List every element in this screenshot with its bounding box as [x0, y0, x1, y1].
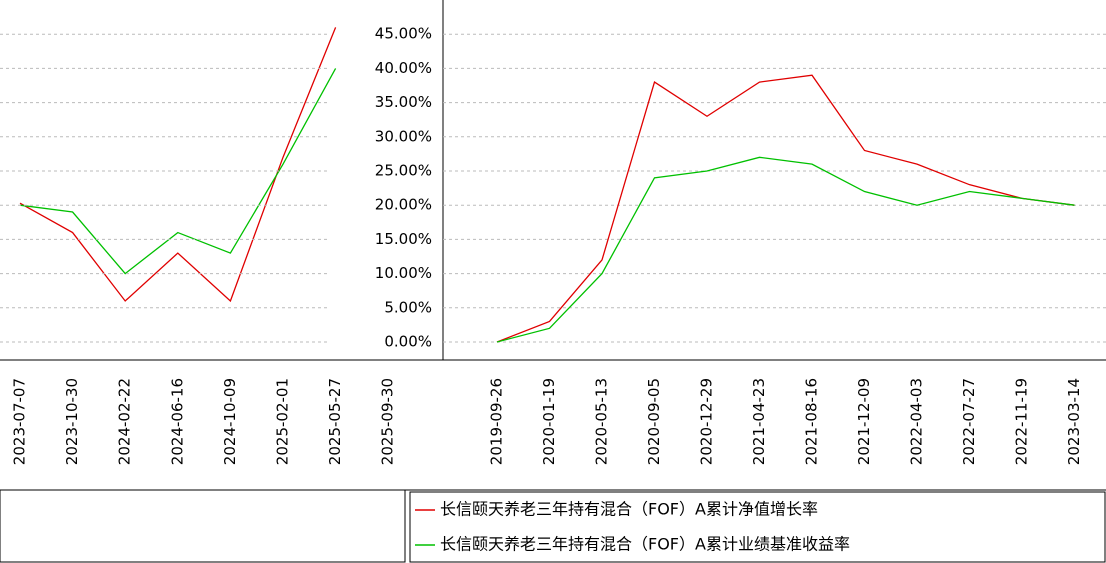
x-tick-label: 2024-02-22 — [116, 378, 134, 465]
x-tick-label: 2025-09-30 — [379, 378, 397, 465]
y-tick-label: 5.00% — [384, 298, 432, 316]
x-tick-label: 2023-10-30 — [63, 378, 81, 465]
x-tick-label: 2022-07-27 — [960, 378, 978, 465]
y-tick-label: 15.00% — [375, 230, 432, 248]
x-tick-label: 2024-06-16 — [168, 378, 186, 465]
y-tick-label: 0.00% — [384, 333, 432, 351]
series-line — [496, 74, 1075, 343]
x-tick-label: 2021-12-09 — [855, 378, 873, 465]
y-tick-label: 40.00% — [375, 59, 432, 77]
x-tick-label: 2020-12-29 — [698, 378, 716, 465]
legend-label: 长信颐天养老三年持有混合（FOF）A累计业绩基准收益率 — [440, 535, 850, 554]
x-tick-label: 2023-03-14 — [1065, 378, 1083, 465]
series-line — [496, 156, 1075, 343]
y-tick-label: 10.00% — [375, 264, 432, 282]
x-tick-label: 2021-08-16 — [803, 378, 821, 465]
x-tick-label: 2020-01-19 — [540, 378, 558, 465]
legend-box — [409, 491, 1106, 563]
x-tick-label: 2025-02-01 — [274, 378, 292, 465]
x-tick-label: 2021-04-23 — [750, 378, 768, 465]
legend-label: 长信颐天养老三年持有混合（FOF）A累计净值增长率 — [440, 500, 818, 519]
series-line — [19, 68, 337, 275]
x-tick-label: 2022-11-19 — [1013, 378, 1031, 465]
y-tick-label: 30.00% — [375, 127, 432, 145]
x-tick-label: 2020-09-05 — [645, 378, 663, 465]
y-tick-label: 25.00% — [375, 162, 432, 180]
x-tick-label: 2022-04-03 — [908, 378, 926, 465]
y-tick-label: 20.00% — [375, 196, 432, 214]
y-tick-label: 35.00% — [375, 93, 432, 111]
x-tick-label: 2019-09-26 — [488, 378, 506, 465]
x-tick-label: 2024-10-09 — [221, 378, 239, 465]
series-line — [19, 27, 337, 303]
x-tick-label: 2020-05-13 — [593, 378, 611, 465]
x-tick-label: 2023-07-07 — [11, 378, 29, 465]
x-tick-label: 2025-05-27 — [326, 378, 344, 465]
legend-left-box — [0, 489, 406, 563]
y-tick-label: 45.00% — [375, 25, 432, 43]
